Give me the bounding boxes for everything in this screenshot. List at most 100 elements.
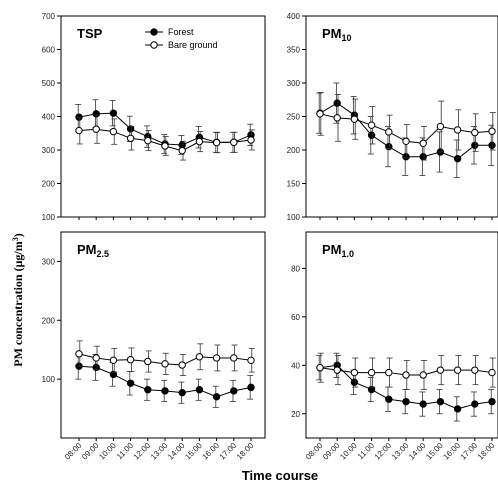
y-tick-label: 300 — [287, 79, 301, 88]
data-point — [178, 388, 186, 397]
y-tick-label: 100 — [42, 375, 56, 384]
data-point — [402, 371, 410, 379]
data-point — [488, 397, 496, 406]
data-point — [161, 360, 169, 368]
x-tick-label: 16:00 — [200, 441, 221, 462]
x-tick-label: 14:00 — [407, 441, 428, 462]
x-tick-label: 17:00 — [218, 441, 239, 462]
panel-title: PM2.5 — [77, 242, 109, 259]
data-point — [161, 387, 169, 395]
y-tick-label: 300 — [42, 146, 56, 155]
y-axis-label: PM concentration (μg/m3) — [11, 233, 26, 366]
data-point — [109, 127, 118, 136]
y-tick-label: 200 — [42, 180, 56, 189]
y-tick-label: 20 — [291, 410, 300, 419]
x-tick-label: 08:00 — [63, 441, 84, 462]
panel-3: 10020030008:0009:0010:0011:0012:0013:001… — [42, 231, 266, 462]
x-axis-label: Time course — [242, 468, 318, 483]
x-tick-label: 11:00 — [356, 441, 376, 461]
plot-frame — [305, 231, 498, 439]
data-point — [178, 146, 186, 155]
data-point — [367, 368, 376, 377]
x-tick-label: 13:00 — [149, 441, 170, 462]
x-tick-label: 12:00 — [373, 441, 394, 462]
data-point — [367, 131, 376, 139]
data-point — [144, 357, 152, 366]
data-point — [453, 405, 462, 413]
x-tick-label: 16:00 — [441, 441, 462, 462]
data-point — [453, 155, 462, 163]
data-point — [195, 137, 204, 146]
data-point — [195, 353, 204, 361]
y-tick-label: 600 — [42, 46, 56, 55]
data-point — [92, 110, 100, 118]
series-forest — [316, 352, 496, 422]
data-point — [385, 368, 393, 377]
data-point — [471, 400, 479, 408]
data-point — [92, 125, 100, 133]
data-point — [385, 142, 393, 151]
x-tick-label: 14:00 — [166, 441, 187, 462]
x-tick-label: 17:00 — [459, 441, 480, 462]
data-point — [471, 128, 479, 137]
legend-marker — [150, 41, 158, 49]
data-point — [488, 141, 496, 150]
data-point — [436, 122, 445, 131]
y-tick-label: 700 — [42, 12, 56, 21]
x-tick-label: 15:00 — [183, 441, 204, 462]
plot-frame — [60, 15, 266, 218]
data-point — [247, 136, 255, 144]
data-point — [75, 350, 83, 358]
legend: Forest Bare ground — [145, 27, 218, 50]
data-point — [453, 366, 462, 374]
x-tick-label: 08:00 — [304, 441, 325, 462]
data-point — [212, 393, 221, 401]
y-tick-label: 150 — [287, 180, 301, 189]
legend-marker — [150, 28, 158, 36]
data-point — [333, 366, 341, 374]
data-point — [161, 142, 169, 150]
data-point — [419, 153, 427, 161]
series-bare-ground — [316, 352, 496, 390]
x-tick-label: 18:00 — [476, 441, 497, 462]
x-tick-label: 12:00 — [132, 441, 153, 462]
x-tick-label: 13:00 — [390, 441, 411, 462]
y-tick-label: 300 — [42, 257, 56, 266]
panel-title: TSP — [77, 26, 103, 41]
data-point — [316, 364, 324, 372]
data-point — [144, 136, 152, 145]
panel-1: 100 200 300 400 500 600 700 TSP Forest Bare groun… — [42, 12, 266, 222]
data-point — [247, 383, 255, 392]
data-point — [333, 114, 341, 122]
x-tick-label: 09:00 — [80, 441, 101, 462]
panel-title: PM10 — [322, 26, 352, 43]
plot-frame — [60, 231, 266, 439]
y-tick-label: 100 — [42, 213, 56, 222]
data-point — [385, 395, 393, 403]
data-point — [419, 371, 427, 379]
data-point — [402, 153, 410, 161]
data-point — [109, 370, 118, 379]
y-tick-label: 80 — [291, 264, 300, 273]
x-tick-label: 10:00 — [338, 441, 359, 462]
data-point — [126, 134, 135, 142]
y-tick-label: 500 — [42, 79, 56, 88]
legend-label: Bare ground — [168, 40, 218, 50]
data-point — [350, 368, 359, 377]
data-point — [453, 126, 462, 134]
data-point — [367, 121, 376, 129]
x-tick-label: 18:00 — [235, 441, 256, 462]
panel-4: 20 40 60 80 08:0009:0010:0011:0012:0013:0014… — [291, 231, 498, 462]
data-point — [402, 137, 410, 145]
data-point — [316, 110, 324, 118]
data-point — [247, 356, 255, 365]
y-tick-label: 60 — [291, 313, 300, 322]
series-forest — [316, 82, 496, 178]
y-tick-label: 100 — [287, 213, 301, 222]
data-point — [212, 138, 221, 147]
data-point — [402, 397, 410, 406]
y-tick-label: 400 — [287, 12, 301, 21]
data-point — [178, 361, 186, 369]
series-bare-ground — [316, 91, 496, 161]
